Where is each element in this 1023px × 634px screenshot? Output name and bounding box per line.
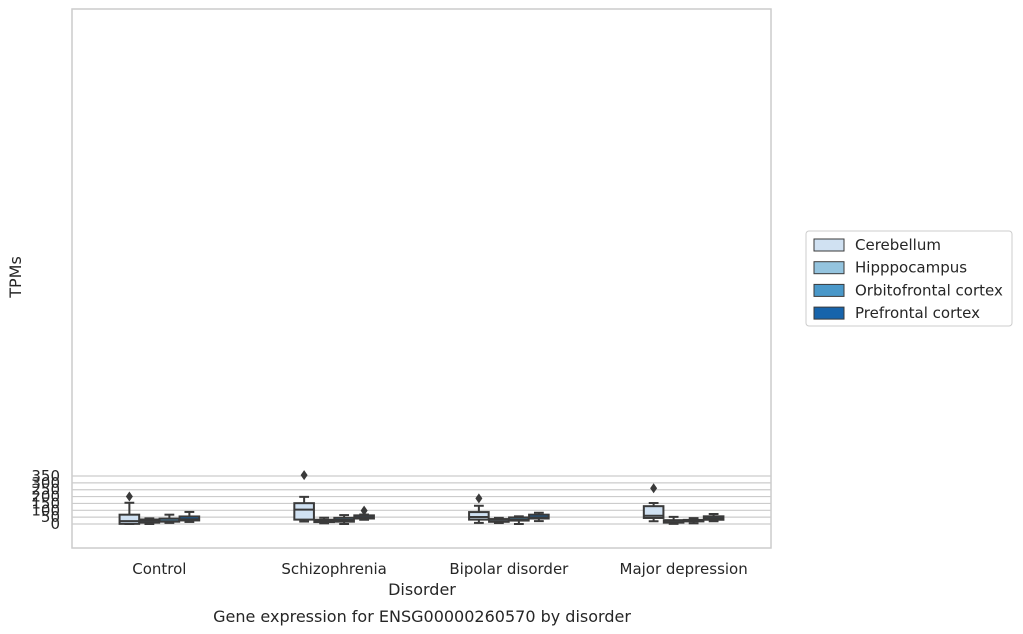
- legend-label: Orbitofrontal cortex: [855, 281, 1003, 299]
- outlier-point: [125, 491, 133, 502]
- box-plot: [313, 516, 335, 525]
- y-tick-label: 200: [31, 488, 60, 506]
- box: [293, 502, 315, 521]
- x-tick-label: Schizophrenia: [281, 560, 386, 578]
- legend-label: Cerebellum: [855, 236, 941, 254]
- box-plot: [333, 514, 355, 525]
- series-orbitofrontal-cortex: [158, 513, 705, 525]
- legend-label: Prefrontal cortex: [855, 304, 980, 322]
- box-plot: [682, 517, 705, 525]
- x-axis-label: Disorder: [388, 580, 456, 599]
- y-tick-label: 50: [41, 508, 60, 526]
- box-plot: [662, 515, 685, 525]
- x-tick-label: Bipolar disorder: [449, 560, 569, 578]
- outlier-point: [650, 483, 658, 494]
- outlier-point: [300, 470, 308, 481]
- x-tick-label: Control: [132, 560, 186, 578]
- y-tick-label: 150: [31, 494, 60, 512]
- y-axis-label: TPMs: [6, 256, 25, 299]
- legend-swatch: [813, 306, 845, 320]
- legend-swatch: [813, 283, 845, 297]
- series-cerebellum: [118, 470, 665, 525]
- y-tick-label: 0: [50, 515, 60, 533]
- box-plot-series: [118, 470, 725, 525]
- x-tick-label: Major depression: [620, 560, 748, 578]
- box-plot: [488, 516, 510, 525]
- grid-lines: [72, 475, 771, 525]
- box: [468, 511, 490, 521]
- box-plot: [702, 512, 725, 523]
- box-plot: [293, 470, 315, 523]
- y-tick-label: 350: [31, 467, 60, 485]
- y-tick-label: 300: [31, 474, 60, 492]
- y-tick-label: 100: [31, 501, 60, 519]
- box-plot: [468, 493, 490, 524]
- box-plot: [158, 513, 181, 524]
- series-hipppocampus: [138, 515, 685, 525]
- outlier-point: [360, 505, 368, 516]
- plot-frame: [71, 8, 772, 549]
- box: [118, 513, 141, 525]
- box-plot: [178, 510, 201, 523]
- box-plot: [642, 483, 665, 523]
- chart-title: Gene expression for ENSG00000260570 by d…: [213, 607, 631, 626]
- x-axis-ticks: Control Schizophrenia Bipolar disorder Majo…: [132, 560, 747, 578]
- series-prefrontal-cortex: [178, 505, 725, 523]
- legend-frame: [805, 230, 1013, 327]
- box-plot: [353, 505, 375, 521]
- box-plot: [508, 515, 530, 525]
- legend-label: Hipppocampus: [855, 259, 967, 277]
- outlier-point: [475, 493, 483, 504]
- legend: Cerebellum Hipppocampus Orbitofrontal cort…: [805, 230, 1013, 327]
- box-plot: [138, 517, 161, 525]
- legend-swatch: [813, 261, 845, 275]
- box-plot: [528, 511, 550, 523]
- y-tick-label: 250: [31, 481, 60, 499]
- box: [642, 505, 665, 519]
- legend-swatch: [813, 238, 845, 252]
